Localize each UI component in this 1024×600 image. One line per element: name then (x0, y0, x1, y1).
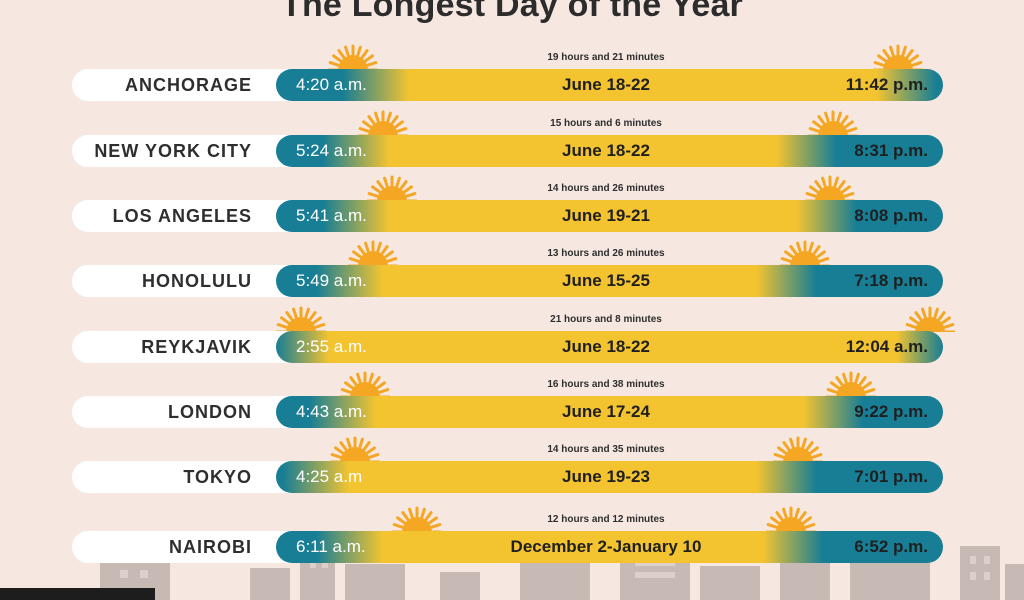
sunset-sun-icon (873, 44, 923, 70)
sunrise-sun-icon (340, 371, 390, 397)
city-label-pill: TOKYO (72, 461, 312, 493)
daylight-duration: 13 hours and 26 minutes (547, 248, 665, 259)
daylight-bar (276, 461, 943, 493)
city-row: 16 hours and 38 minutes LONDON 4:43 a.m. Ju… (0, 371, 1024, 449)
city-label-pill: LOS ANGELES (72, 200, 312, 232)
daylight-bar (276, 265, 943, 297)
city-label-pill: NEW YORK CITY (72, 135, 312, 167)
sunrise-time: 4:43 a.m. (296, 402, 367, 421)
city-row: 12 hours and 12 minutes NAIROBI 6:11 a.m. D… (0, 506, 1024, 584)
sunset-time: 12:04 a.m. (845, 337, 928, 356)
daylight-duration: 12 hours and 12 minutes (547, 514, 665, 525)
city-label-pill: NAIROBI (72, 531, 312, 563)
sunrise-sun-icon (328, 44, 378, 70)
sunrise-sun-icon (367, 175, 417, 201)
corner-block (0, 588, 155, 600)
sunrise-sun-icon (330, 436, 380, 462)
longest-day-dates: June 17-24 (562, 402, 650, 421)
city-label-pill: REYKJAVIK (72, 331, 312, 363)
sunset-sun-icon (766, 506, 816, 532)
city-name: TOKYO (183, 467, 252, 487)
sunset-sun-icon (773, 436, 823, 462)
daylight-bar (276, 200, 943, 232)
daylight-duration: 15 hours and 6 minutes (550, 118, 662, 129)
daylight-bar (276, 396, 943, 428)
city-label-pill: HONOLULU (72, 265, 312, 297)
daylight-bar (276, 69, 943, 101)
sunrise-sun-icon (348, 240, 398, 266)
sunset-time: 11:42 p.m. (845, 75, 928, 94)
longest-day-dates: June 15-25 (562, 271, 650, 290)
sunset-sun-icon (780, 240, 830, 266)
sunset-time: 6:52 p.m. (854, 537, 928, 556)
longest-day-dates: December 2-January 10 (510, 537, 702, 556)
daylight-duration: 19 hours and 21 minutes (547, 52, 665, 63)
daylight-bar (276, 331, 943, 363)
sunset-time: 9:22 p.m. (854, 402, 928, 421)
city-name: NAIROBI (169, 537, 252, 557)
city-name: REYKJAVIK (141, 337, 252, 357)
sunrise-sun-icon (392, 506, 442, 532)
city-name: ANCHORAGE (124, 75, 252, 95)
sunrise-time: 6:11 a.m. (296, 537, 366, 556)
page-title: The Longest Day of the Year (281, 0, 743, 24)
daylight-bar (276, 531, 943, 563)
sunset-time: 7:01 p.m. (854, 467, 928, 486)
longest-day-dates: June 18-22 (562, 75, 650, 94)
daylight-duration: 16 hours and 38 minutes (547, 379, 665, 390)
daylight-duration: 14 hours and 26 minutes (547, 183, 665, 194)
longest-day-dates: June 18-22 (562, 141, 650, 160)
city-row: 13 hours and 26 minutes HONOLULU 5:49 a.m.… (0, 240, 1024, 318)
longest-day-dates: June 19-23 (562, 467, 650, 486)
city-row: 15 hours and 6 minutes NEW YORK CITY 5:24 … (0, 110, 1024, 188)
sunset-time: 7:18 p.m. (854, 271, 928, 290)
sunrise-sun-icon (276, 306, 326, 332)
city-name: LOS ANGELES (112, 206, 252, 226)
sunrise-sun-icon (358, 110, 408, 136)
city-row: 14 hours and 35 minutes TOKYO 4:25 a.m June… (0, 436, 1024, 514)
sunrise-time: 5:24 a.m. (296, 141, 367, 160)
sunset-time: 8:31 p.m. (854, 141, 928, 160)
sunset-sun-icon (826, 371, 876, 397)
sunset-sun-icon (808, 110, 858, 136)
sunset-time: 8:08 p.m. (854, 206, 928, 225)
city-row: 19 hours and 21 minutes ANCHORAGE 4:20 a.m… (0, 44, 1024, 122)
city-name: LONDON (168, 402, 252, 422)
sunset-sun-icon (805, 175, 855, 201)
sunrise-time: 4:25 a.m (296, 467, 363, 486)
city-name: NEW YORK CITY (94, 141, 252, 161)
city-label-pill: ANCHORAGE (72, 69, 312, 101)
daylight-duration: 21 hours and 8 minutes (550, 314, 662, 325)
longest-day-dates: June 19-21 (562, 206, 650, 225)
sunrise-time: 4:20 a.m. (296, 75, 367, 94)
city-row: 14 hours and 26 minutes LOS ANGELES 5:41 a… (0, 175, 1024, 253)
sunrise-time: 2:55 a.m. (296, 337, 367, 356)
city-label-pill: LONDON (72, 396, 312, 428)
sunrise-time: 5:49 a.m. (296, 271, 367, 290)
longest-day-dates: June 18-22 (562, 337, 650, 356)
sunset-sun-icon (905, 306, 955, 332)
daylight-duration: 14 hours and 35 minutes (547, 444, 665, 455)
city-row: 21 hours and 8 minutes REYKJAVIK 2:55 a.m.… (0, 306, 1024, 384)
city-name: HONOLULU (142, 271, 252, 291)
daylight-bar (276, 135, 943, 167)
sunrise-time: 5:41 a.m. (296, 206, 367, 225)
